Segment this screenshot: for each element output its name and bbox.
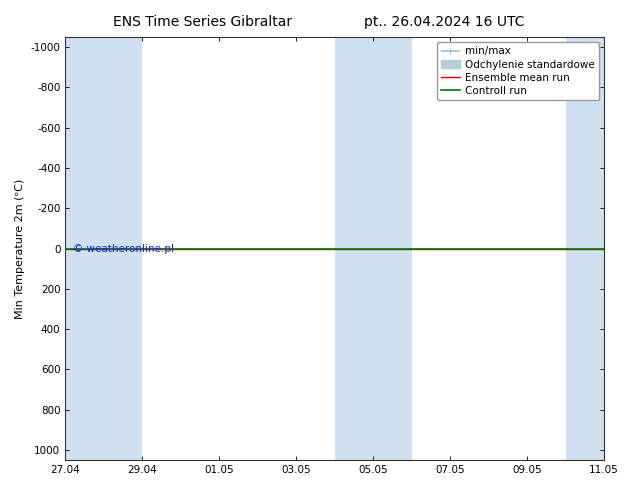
Text: © weatheronline.pl: © weatheronline.pl <box>74 244 174 254</box>
Y-axis label: Min Temperature 2m (ᵒC): Min Temperature 2m (ᵒC) <box>15 178 25 318</box>
Text: ENS Time Series Gibraltar: ENS Time Series Gibraltar <box>113 15 292 29</box>
Legend: min/max, Odchylenie standardowe, Ensemble mean run, Controll run: min/max, Odchylenie standardowe, Ensembl… <box>437 42 599 100</box>
Bar <box>65 37 104 460</box>
Text: pt.. 26.04.2024 16 UTC: pt.. 26.04.2024 16 UTC <box>363 15 524 29</box>
Bar <box>373 37 411 460</box>
Bar <box>104 37 142 460</box>
Bar <box>335 37 373 460</box>
Bar <box>566 37 604 460</box>
